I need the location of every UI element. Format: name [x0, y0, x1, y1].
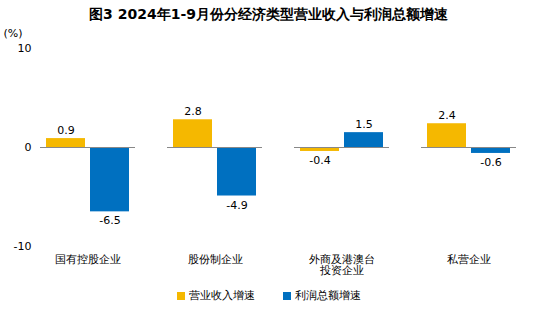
svg-text:-4.9: -4.9 — [226, 199, 247, 212]
svg-text:0.9: 0.9 — [57, 124, 75, 137]
svg-text:10: 10 — [18, 42, 32, 55]
svg-text:(%): (%) — [4, 27, 23, 40]
svg-text:股份制企业: 股份制企业 — [188, 253, 243, 266]
svg-text:-10: -10 — [14, 240, 32, 253]
svg-text:0: 0 — [25, 141, 32, 154]
svg-text:外商及港澳台投资企业: 外商及港澳台投资企业 — [309, 253, 375, 277]
svg-text:2.8: 2.8 — [184, 105, 202, 118]
svg-text:私营企业: 私营企业 — [447, 253, 491, 266]
svg-text:-6.5: -6.5 — [99, 214, 120, 227]
svg-text:国有控股企业: 国有控股企业 — [55, 253, 121, 266]
html-text:营业收入增速: 营业收入增速 — [188, 289, 255, 302]
svg-text:2.4: 2.4 — [438, 109, 456, 122]
html-text:图3 2024年1-9月份分经济类型营业收入与利润总额增速: 图3 2024年1-9月份分经济类型营业收入与利润总额增速 — [89, 6, 448, 22]
svg-text:-0.4: -0.4 — [309, 154, 330, 167]
svg-text:1.5: 1.5 — [355, 118, 373, 131]
html-text:利润总额增速: 利润总额增速 — [294, 289, 361, 302]
svg-text:-0.6: -0.6 — [480, 156, 501, 169]
